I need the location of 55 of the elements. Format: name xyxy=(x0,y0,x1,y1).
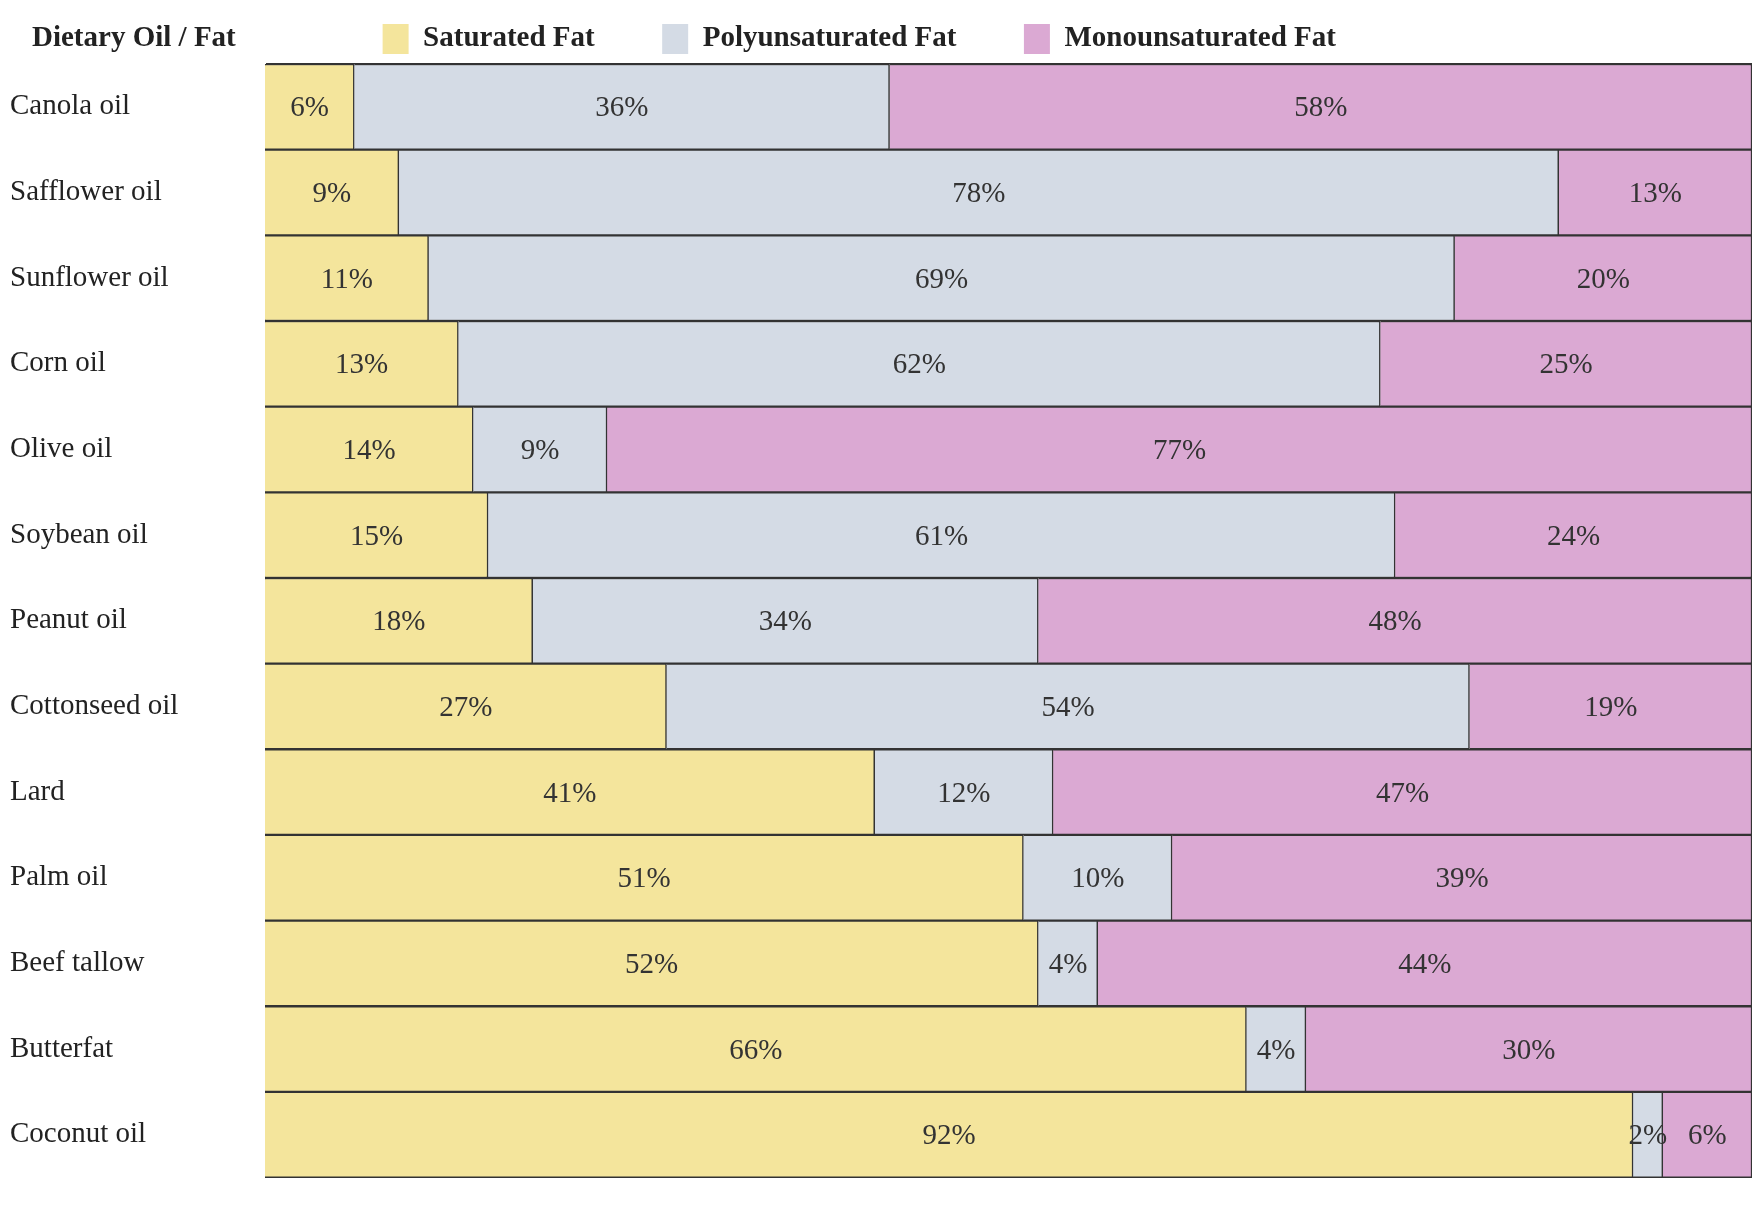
y-tick-label: Soybean oil xyxy=(10,516,148,549)
y-tick-label: Coconut oil xyxy=(10,1116,147,1149)
data-label: 9% xyxy=(520,433,560,466)
legend-label: Saturated Fat xyxy=(423,20,639,53)
data-label: 15% xyxy=(349,518,404,551)
y-tick-label: Olive oil xyxy=(10,431,113,464)
legend-label: Monounsaturated Fat xyxy=(1064,20,1380,53)
data-label: 61% xyxy=(915,518,969,551)
data-label: 52% xyxy=(625,947,679,980)
y-tick-label: Cottonseed oil xyxy=(10,688,179,721)
data-label: 41% xyxy=(543,775,597,808)
y-axis-title: Dietary Oil / Fat xyxy=(32,20,237,53)
data-label: 12% xyxy=(937,775,991,808)
data-label: 34% xyxy=(758,604,813,637)
data-label: 30% xyxy=(1502,1032,1556,1065)
data-label: 92% xyxy=(922,1118,976,1151)
data-label: 10% xyxy=(1071,861,1125,894)
data-label: 69% xyxy=(915,261,969,294)
data-label: 13% xyxy=(1628,176,1682,209)
data-label: 77% xyxy=(1152,433,1207,466)
data-label: 78% xyxy=(952,176,1006,209)
data-label: 39% xyxy=(1435,861,1489,894)
legend-label: Polyunsaturated Fat xyxy=(702,20,1000,53)
y-tick-label: Beef tallow xyxy=(10,945,145,978)
data-label: 6% xyxy=(1688,1118,1727,1151)
data-label: 13% xyxy=(335,347,389,380)
data-label: 47% xyxy=(1375,775,1430,808)
data-label: 48% xyxy=(1368,604,1422,637)
data-label: 6% xyxy=(290,90,329,123)
y-tick-label: Canola oil xyxy=(10,88,131,121)
data-label: 54% xyxy=(1041,690,1095,723)
data-label: 51% xyxy=(617,861,671,894)
data-label: 4% xyxy=(1048,947,1088,980)
data-label: 25% xyxy=(1539,347,1593,380)
data-label: 20% xyxy=(1576,261,1630,294)
y-tick-label: Safflower oil xyxy=(10,174,162,207)
y-tick-label: Peanut oil xyxy=(10,602,127,635)
data-label: 62% xyxy=(892,347,946,380)
data-label: 14% xyxy=(342,433,396,466)
data-label: 4% xyxy=(1256,1032,1296,1065)
y-tick-label: Lard xyxy=(10,773,66,806)
data-label: 66% xyxy=(729,1032,783,1065)
data-label: 58% xyxy=(1294,90,1348,123)
y-tick-label: Sunflower oil xyxy=(10,259,169,292)
data-label: 9% xyxy=(312,176,352,209)
data-label: 19% xyxy=(1584,690,1638,723)
data-label: 24% xyxy=(1546,518,1601,551)
y-tick-label: Palm oil xyxy=(10,859,108,892)
data-label: 11% xyxy=(320,261,373,294)
data-label: 44% xyxy=(1398,947,1452,980)
y-tick-label: Corn oil xyxy=(10,345,106,378)
data-label: 36% xyxy=(595,90,649,123)
data-label: 18% xyxy=(372,604,426,637)
data-label: 27% xyxy=(439,690,493,723)
y-tick-label: Butterfat xyxy=(10,1030,114,1063)
